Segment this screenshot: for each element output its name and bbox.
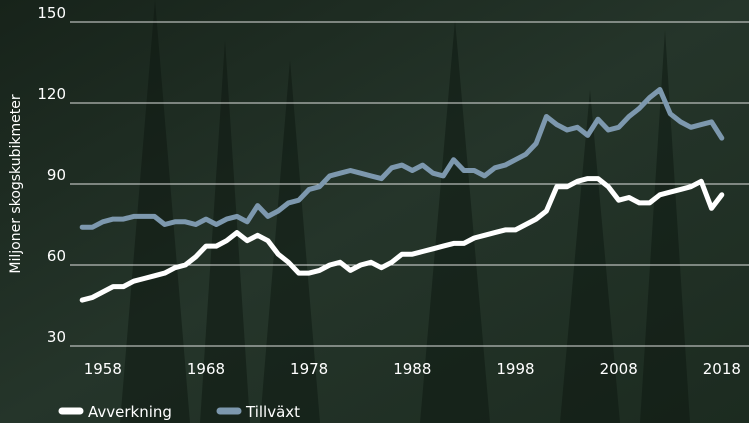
y-axis-label: Miljoner skogskubikmeter	[8, 94, 24, 273]
forest-silhouette	[120, 0, 690, 423]
legend-label: Tillväxt	[245, 403, 300, 421]
legend-label: Avverkning	[88, 403, 172, 421]
x-tick-label: 1978	[290, 360, 328, 378]
x-tick-label: 1988	[393, 360, 431, 378]
x-tick-label: 1998	[496, 360, 534, 378]
y-tick-label: 120	[37, 85, 66, 103]
series-line	[79, 87, 725, 230]
y-tick-label: 30	[47, 328, 66, 346]
y-tick-label: 90	[47, 166, 66, 184]
y-tick-label: 60	[47, 247, 66, 265]
x-tick-label: 2008	[600, 360, 638, 378]
x-tick-label: 2018	[703, 360, 741, 378]
series-line	[79, 176, 725, 303]
y-tick-label: 150	[37, 4, 66, 22]
x-tick-label: 1958	[84, 360, 122, 378]
x-tick-label: 1968	[187, 360, 225, 378]
